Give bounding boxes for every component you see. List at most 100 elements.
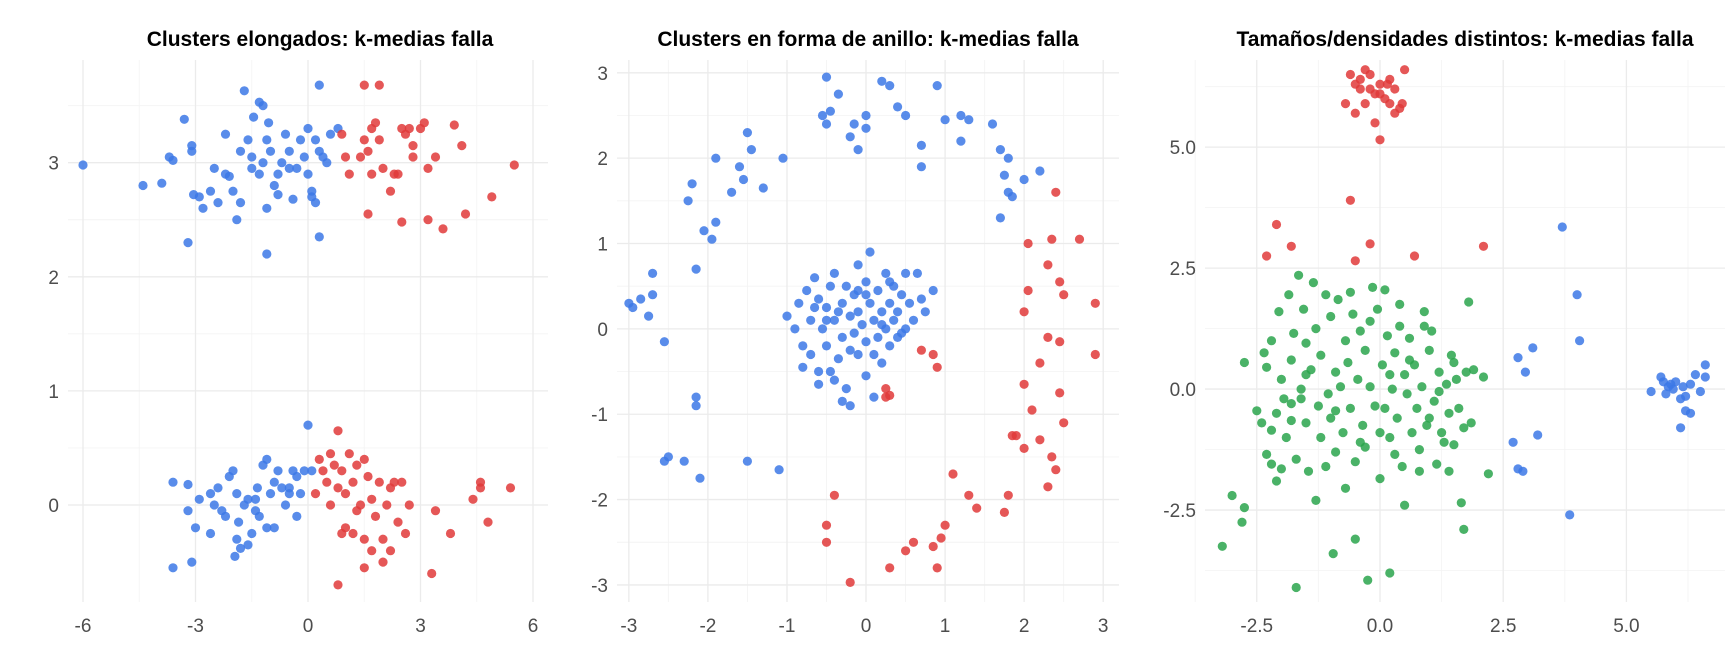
data-point bbox=[1217, 541, 1227, 551]
y-tick-label: -2 bbox=[591, 491, 608, 512]
data-point bbox=[1685, 408, 1696, 418]
data-point bbox=[1291, 582, 1301, 593]
data-point bbox=[861, 337, 871, 347]
data-point bbox=[1387, 384, 1397, 394]
data-point bbox=[1059, 290, 1069, 300]
data-point bbox=[1340, 336, 1351, 346]
data-point bbox=[325, 129, 336, 139]
data-point bbox=[802, 285, 812, 296]
data-point bbox=[445, 528, 456, 539]
data-point bbox=[861, 290, 871, 300]
data-point bbox=[1518, 466, 1528, 476]
data-point bbox=[273, 190, 283, 200]
data-point bbox=[243, 135, 253, 145]
data-point bbox=[932, 362, 942, 372]
data-point bbox=[1390, 108, 1400, 118]
data-point bbox=[841, 384, 851, 394]
data-point bbox=[1303, 466, 1314, 476]
data-point bbox=[893, 102, 903, 112]
data-point bbox=[932, 563, 942, 573]
x-tick-label: -2.5 bbox=[1240, 616, 1273, 637]
data-point bbox=[897, 328, 907, 338]
data-point bbox=[1365, 84, 1375, 94]
data-point bbox=[814, 366, 824, 377]
data-point bbox=[1259, 348, 1269, 358]
data-point bbox=[1390, 449, 1400, 459]
data-point bbox=[1513, 353, 1523, 363]
data-point bbox=[1266, 336, 1277, 346]
data-point bbox=[269, 180, 279, 191]
data-point bbox=[262, 135, 272, 145]
data-point bbox=[468, 494, 478, 504]
y-tick-label: -3 bbox=[591, 576, 608, 597]
data-point bbox=[1316, 432, 1326, 443]
data-point bbox=[1459, 524, 1469, 535]
data-point bbox=[228, 186, 238, 196]
data-point bbox=[833, 89, 844, 99]
data-point bbox=[250, 506, 261, 516]
data-point bbox=[378, 557, 388, 567]
data-point bbox=[1414, 466, 1424, 476]
data-point bbox=[1311, 495, 1321, 505]
data-point bbox=[1380, 403, 1390, 413]
data-point bbox=[837, 298, 847, 308]
data-point bbox=[1331, 367, 1341, 377]
data-point bbox=[1051, 187, 1061, 197]
data-point bbox=[1276, 464, 1286, 474]
data-point bbox=[1419, 321, 1429, 331]
data-point bbox=[1266, 425, 1277, 435]
data-point bbox=[404, 123, 414, 134]
y-tick-label: 3 bbox=[48, 154, 59, 175]
data-point bbox=[814, 294, 824, 304]
data-point bbox=[1390, 84, 1400, 94]
data-point bbox=[881, 268, 891, 278]
data-point bbox=[972, 503, 982, 513]
data-point bbox=[1390, 348, 1400, 358]
data-point bbox=[901, 546, 911, 556]
data-point bbox=[1027, 405, 1037, 415]
data-point bbox=[262, 454, 272, 464]
data-point bbox=[333, 483, 343, 493]
data-point bbox=[359, 135, 369, 145]
data-point bbox=[1353, 374, 1363, 384]
data-point bbox=[1434, 386, 1444, 397]
series-2 bbox=[821, 187, 1100, 588]
data-point bbox=[861, 110, 871, 121]
data-point bbox=[940, 115, 950, 125]
data-point bbox=[1700, 372, 1710, 382]
data-point bbox=[397, 217, 407, 227]
data-point bbox=[908, 315, 919, 325]
data-point bbox=[1239, 503, 1249, 513]
data-point bbox=[307, 192, 317, 202]
data-point bbox=[893, 307, 903, 317]
data-point bbox=[348, 477, 358, 487]
data-point bbox=[382, 500, 392, 510]
data-point bbox=[1461, 367, 1471, 377]
data-point bbox=[1271, 219, 1282, 230]
data-point bbox=[1363, 575, 1373, 585]
data-point bbox=[487, 192, 497, 202]
data-point bbox=[821, 72, 832, 82]
data-point bbox=[1414, 445, 1424, 455]
data-point bbox=[310, 489, 321, 499]
data-point bbox=[691, 392, 701, 402]
data-point bbox=[509, 160, 519, 170]
series-1 bbox=[78, 80, 343, 573]
data-point bbox=[1395, 321, 1405, 331]
data-point bbox=[691, 264, 701, 274]
data-point bbox=[337, 528, 347, 539]
x-tick-label: 0.0 bbox=[1367, 616, 1393, 637]
data-point bbox=[790, 324, 800, 334]
data-point bbox=[1395, 299, 1405, 309]
data-point bbox=[810, 302, 820, 313]
data-point bbox=[956, 110, 966, 121]
data-point bbox=[861, 277, 871, 287]
data-point bbox=[1326, 413, 1336, 423]
data-point bbox=[1023, 285, 1033, 296]
data-point bbox=[999, 507, 1010, 517]
data-point bbox=[475, 477, 486, 487]
data-point bbox=[355, 152, 366, 162]
data-point bbox=[1350, 457, 1360, 467]
data-point bbox=[1316, 350, 1326, 360]
data-point bbox=[333, 426, 343, 436]
